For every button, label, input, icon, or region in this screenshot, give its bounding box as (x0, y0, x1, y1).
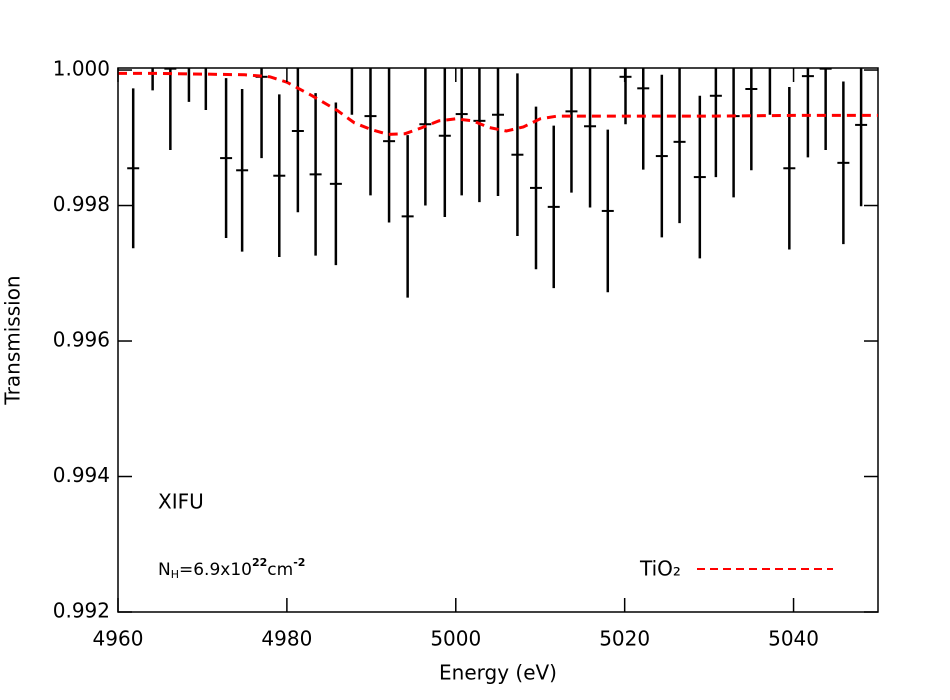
legend-label: TiO₂ (639, 557, 681, 581)
annotation-part: 22 (252, 556, 267, 569)
x-axis-label: Energy (eV) (439, 661, 557, 685)
annotation-part: -2 (293, 556, 305, 569)
y-tick-label: 0.992 (53, 599, 110, 623)
x-tick-label: 4960 (93, 627, 144, 651)
y-tick-label: 1.000 (53, 57, 110, 81)
x-tick-label: 5000 (430, 627, 481, 651)
x-tick-label: 5040 (768, 627, 819, 651)
model-line (118, 71, 878, 136)
y-tick-label: 0.994 (53, 463, 110, 487)
y-tick-label: 0.996 (53, 328, 110, 352)
plot-area (118, 68, 878, 298)
y-tick-label: 0.998 (53, 192, 110, 216)
annotation: XIFU (158, 490, 204, 514)
annotation: NH=6.9x1022cm-2 (158, 556, 305, 581)
annotation-part: H (171, 568, 179, 581)
annotation-part: =6.9x10 (179, 560, 252, 580)
annotation-part: cm (267, 560, 293, 580)
x-tick-label: 4980 (261, 627, 312, 651)
y-axis-label: Transmission (1, 275, 25, 405)
x-tick-label: 5020 (599, 627, 650, 651)
annotation-part: N (158, 560, 171, 580)
